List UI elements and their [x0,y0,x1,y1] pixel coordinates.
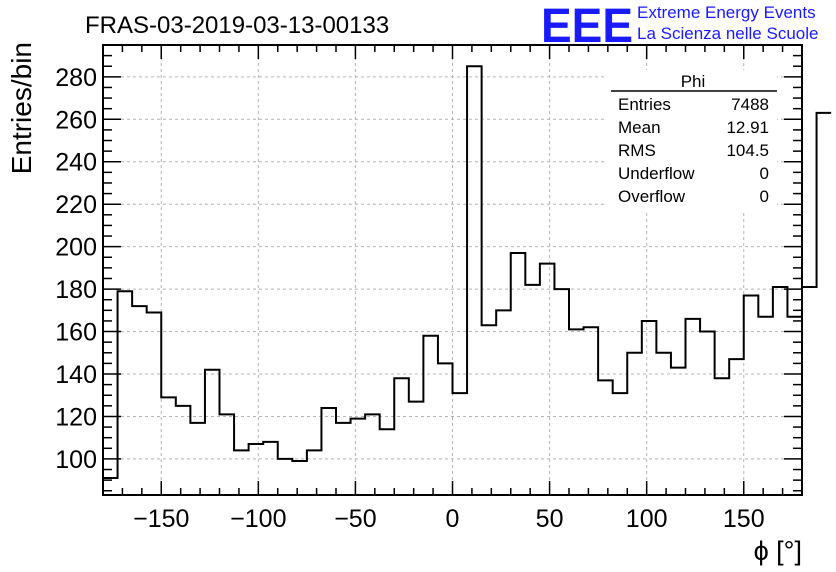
stats-value: 0 [760,164,769,183]
y-axis-label: Entries/bin [6,42,37,174]
stats-value: 12.91 [726,118,769,137]
stats-box: Phi Entries 7488 Mean 12.91 RMS 104.5 Underflo… [607,70,777,210]
histogram-outline [103,65,832,480]
x-tick-label: 100 [626,505,668,533]
axis-ticks [102,44,803,495]
stats-label: RMS [618,141,656,160]
x-tick-label: 50 [536,505,564,533]
stats-value: 7488 [731,95,769,114]
stats-label: Mean [618,118,661,137]
eee-logo-mark: EEE [541,0,633,53]
stats-box-background [607,70,777,210]
y-tick-label: 240 [55,149,97,177]
y-tick-labels: 100 120 140 160 180 200 220 240 260 280 [55,64,97,474]
x-tick-label: 0 [446,505,460,533]
x-tick-label: 150 [723,505,765,533]
y-tick-label: 200 [55,234,97,262]
histogram-series [103,65,832,480]
y-tick-label: 160 [55,319,97,347]
y-tick-label: 220 [55,191,97,219]
x-tick-label: −150 [133,505,189,533]
stats-value: 104.5 [726,141,769,160]
stats-label: Entries [618,95,671,114]
eee-logo-line2: La Scienza nelle Scuole [637,24,818,43]
eee-logo: EEE Extreme Energy Events La Scienza nel… [541,0,818,53]
x-tick-label: −100 [230,505,286,533]
y-tick-label: 140 [55,361,97,389]
x-axis-label: ϕ [°] [754,536,802,566]
y-tick-label: 280 [55,64,97,92]
y-tick-label: 120 [55,403,97,431]
y-tick-label: 180 [55,276,97,304]
stats-title: Phi [681,72,706,91]
stats-value: 0 [760,187,769,206]
x-tick-labels: −150 −100 −50 0 50 100 150 [133,505,765,533]
stats-label: Underflow [618,164,695,183]
y-tick-label: 260 [55,106,97,134]
chart-title: FRAS-03-2019-03-13-00133 [85,12,389,39]
eee-logo-line1: Extreme Energy Events [637,3,816,22]
y-tick-label: 100 [55,446,97,474]
stats-label: Overflow [618,187,686,206]
x-tick-label: −50 [334,505,376,533]
